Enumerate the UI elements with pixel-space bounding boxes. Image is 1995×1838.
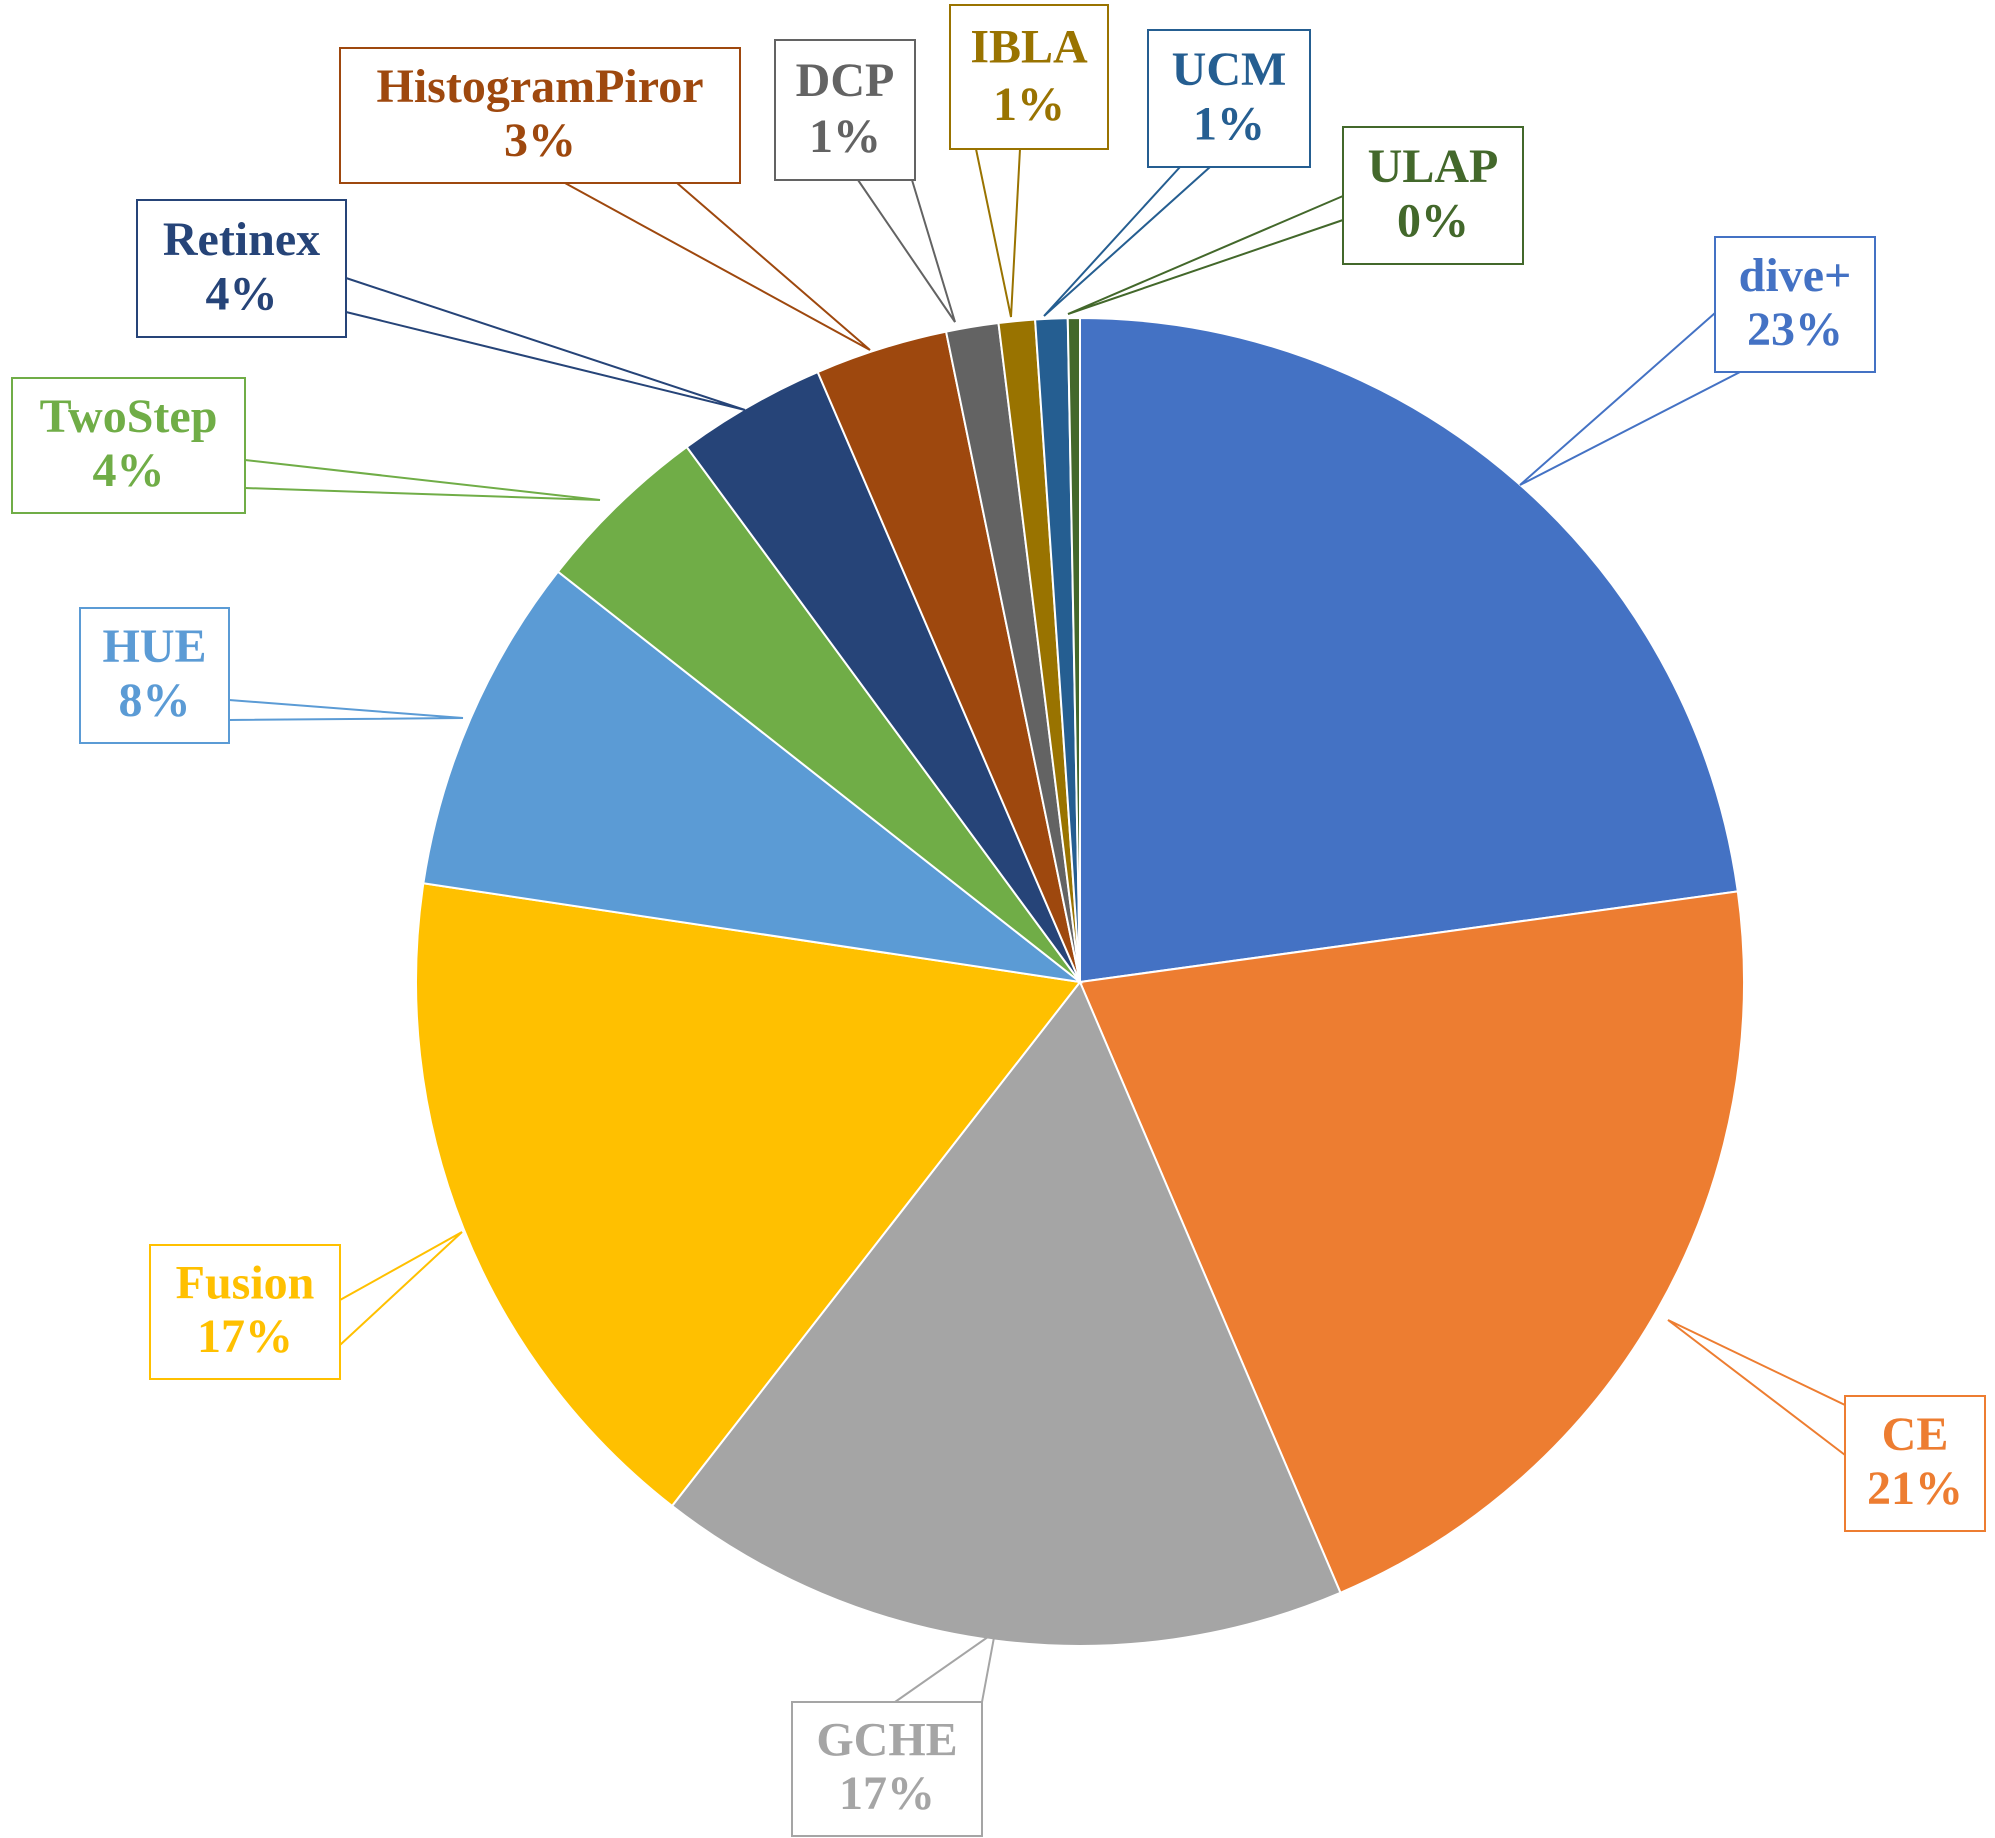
leader-line-twostep	[244, 459, 601, 501]
slice-percent-label: 0%	[1397, 195, 1469, 248]
slice-label: Fusion	[176, 1257, 315, 1310]
pie-slice-hue	[422, 570, 1084, 984]
callout-box	[791, 1701, 983, 1837]
callout-box	[136, 199, 347, 338]
slice-percent-label: 23%	[1747, 303, 1843, 356]
slice-label: TwoStep	[40, 390, 218, 443]
leader-line-gche	[894, 1629, 997, 1703]
slice-label: Retinex	[163, 213, 320, 266]
slice-label: HUE	[102, 620, 206, 673]
leader-line-dive-	[1519, 312, 1741, 486]
callout-box	[79, 607, 230, 744]
callout-box	[774, 39, 916, 181]
callout-box	[949, 4, 1109, 150]
slice-label: GCHE	[816, 1714, 957, 1767]
callout-dive-: dive+23%	[1714, 236, 1876, 373]
leader-line-ulap	[1067, 195, 1344, 315]
pie-slices	[415, 316, 1745, 1647]
slice-label: DCP	[796, 54, 895, 107]
callout-box	[149, 1244, 341, 1380]
callout-box	[1844, 1395, 1986, 1532]
leader-line-histogrampiror	[564, 182, 871, 351]
pie-slice-ce	[1078, 890, 1745, 1595]
slice-percent-label: 1%	[809, 110, 881, 163]
callouts: dive+23%CE21%GCHE17%Fusion17%HUE8%TwoSte…	[11, 4, 1986, 1837]
slice-label: UCM	[1172, 43, 1287, 96]
leader-line-fusion	[339, 1231, 463, 1346]
callout-box	[1714, 236, 1876, 373]
pie-slice-ulap	[1066, 316, 1081, 983]
slice-percent-label: 1%	[1193, 98, 1265, 151]
slice-label: HistogramPiror	[376, 60, 703, 113]
slice-label: ULAP	[1368, 140, 1499, 193]
pie-slice-dive-	[1079, 316, 1739, 984]
leader-line-ibla	[975, 148, 1021, 318]
leader-line-dcp	[857, 179, 956, 323]
leader-line-ce	[1667, 1319, 1846, 1456]
slice-percent-label: 21%	[1867, 1462, 1963, 1515]
leader-line-retinex	[345, 277, 746, 411]
callout-box	[1342, 126, 1524, 265]
callout-box	[11, 377, 246, 514]
slice-percent-label: 4%	[206, 268, 278, 321]
slice-percent-label: 8%	[119, 674, 191, 727]
pie-slice-fusion	[415, 882, 1082, 1508]
leader-line-hue	[228, 699, 464, 721]
slice-label: IBLA	[970, 21, 1088, 74]
slice-label: CE	[1882, 1408, 1949, 1461]
pie-slice-twostep	[556, 445, 1081, 983]
callout-box	[1147, 29, 1311, 168]
callout-leaders	[228, 148, 1846, 1703]
slice-percent-label: 17%	[839, 1767, 935, 1820]
slice-percent-label: 4%	[93, 444, 165, 497]
slice-percent-label: 3%	[504, 114, 576, 167]
callout-box	[339, 47, 741, 184]
slice-percent-label: 1%	[993, 78, 1065, 131]
slice-label: dive+	[1739, 249, 1852, 302]
slice-percent-label: 17%	[197, 1310, 293, 1363]
leader-line-ucm	[1043, 166, 1211, 317]
